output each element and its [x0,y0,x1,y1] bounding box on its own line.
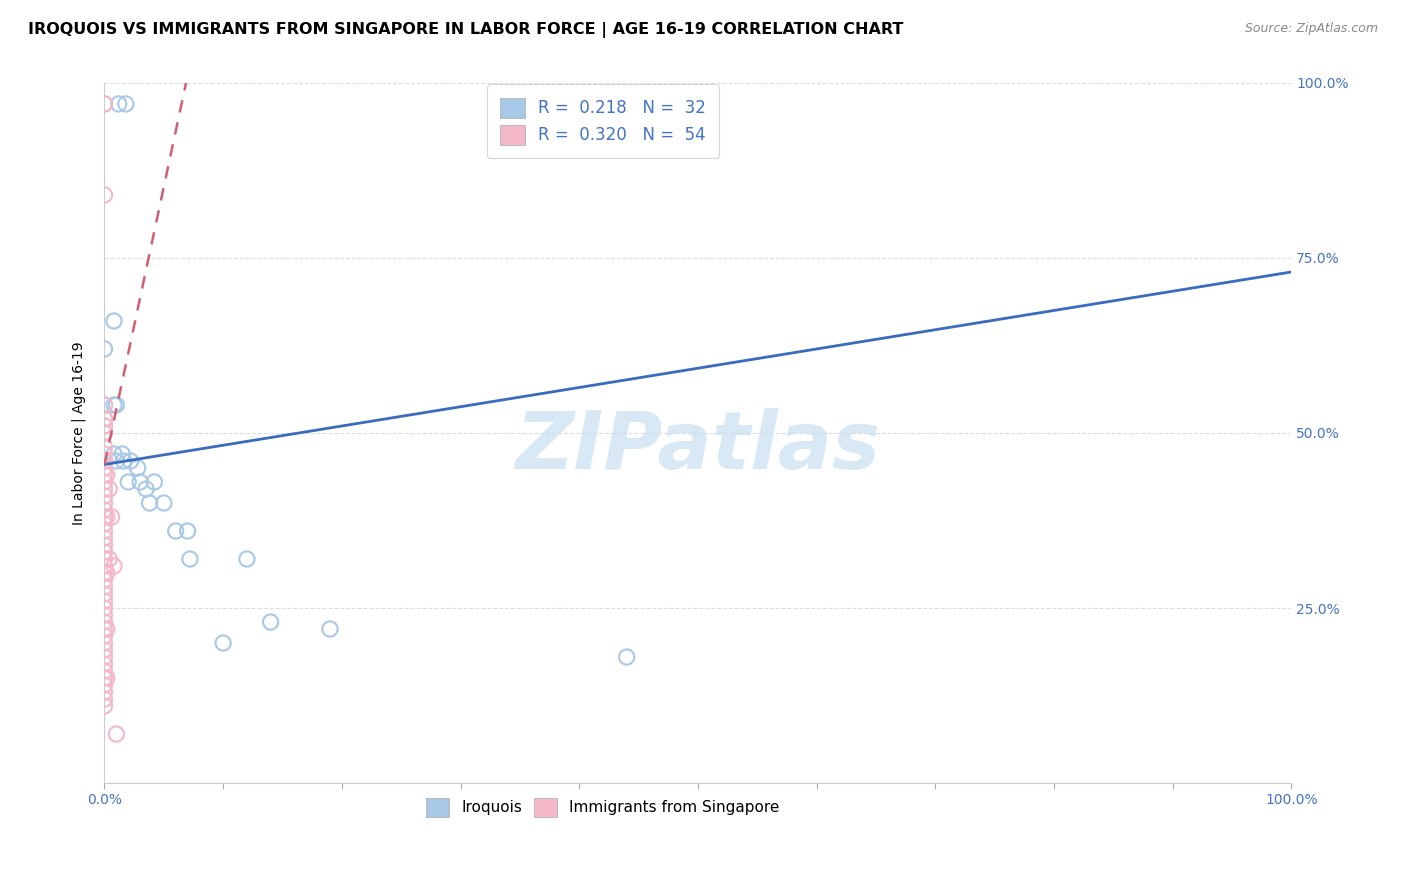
Point [93,524,115,538]
Point [111,447,134,461]
Point [93,482,115,496]
Point [98,552,121,566]
Point [153,496,176,510]
Point [93,425,115,440]
Point [93,566,115,580]
Point [93,531,115,545]
Text: ZIPatlas: ZIPatlas [516,408,880,486]
Point [103,559,125,574]
Point [93,461,115,475]
Point [93,594,115,608]
Point [100,510,122,524]
Point [93,601,115,615]
Point [112,454,135,468]
Point [103,447,125,461]
Point [259,615,281,629]
Point [93,454,115,468]
Point [93,650,115,665]
Point [129,475,152,489]
Text: Source: ZipAtlas.com: Source: ZipAtlas.com [1244,22,1378,36]
Point [93,489,115,503]
Point [105,454,128,468]
Point [93,664,115,678]
Point [93,607,115,622]
Point [93,699,115,714]
Point [93,538,115,552]
Point [105,727,128,741]
Point [93,398,115,412]
Point [93,468,115,483]
Point [236,552,259,566]
Point [117,475,139,489]
Point [93,545,115,559]
Point [176,524,198,538]
Legend: Iroquois, Immigrants from Singapore: Iroquois, Immigrants from Singapore [419,790,787,824]
Point [165,524,187,538]
Point [96,671,118,685]
Point [93,342,115,356]
Point [93,629,115,643]
Point [93,587,115,601]
Point [127,461,149,475]
Point [93,636,115,650]
Point [105,398,128,412]
Point [143,475,166,489]
Point [93,559,115,574]
Point [93,678,115,692]
Point [98,482,121,496]
Point [93,419,115,434]
Point [93,671,115,685]
Point [93,516,115,531]
Point [96,566,118,580]
Point [93,685,115,699]
Point [93,510,115,524]
Point [319,622,342,636]
Point [93,657,115,671]
Point [107,97,129,112]
Point [93,475,115,489]
Point [179,552,201,566]
Point [93,454,115,468]
Point [212,636,235,650]
Point [103,398,125,412]
Point [93,692,115,706]
Point [93,615,115,629]
Point [96,622,118,636]
Point [96,510,118,524]
Point [93,412,115,426]
Point [93,496,115,510]
Point [93,398,115,412]
Text: IROQUOIS VS IMMIGRANTS FROM SINGAPORE IN LABOR FORCE | AGE 16-19 CORRELATION CHA: IROQUOIS VS IMMIGRANTS FROM SINGAPORE IN… [28,22,904,38]
Point [96,468,118,483]
Y-axis label: In Labor Force | Age 16-19: In Labor Force | Age 16-19 [72,341,86,524]
Point [135,482,157,496]
Point [93,643,115,657]
Point [115,97,138,112]
Point [93,97,115,112]
Point [616,650,638,665]
Point [93,188,115,202]
Point [138,496,160,510]
Point [93,622,115,636]
Point [120,454,142,468]
Point [93,440,115,454]
Point [93,503,115,517]
Point [93,447,115,461]
Point [93,419,115,434]
Point [93,573,115,587]
Point [93,580,115,594]
Point [103,314,125,328]
Point [93,97,115,112]
Point [93,425,115,440]
Point [93,552,115,566]
Point [93,412,115,426]
